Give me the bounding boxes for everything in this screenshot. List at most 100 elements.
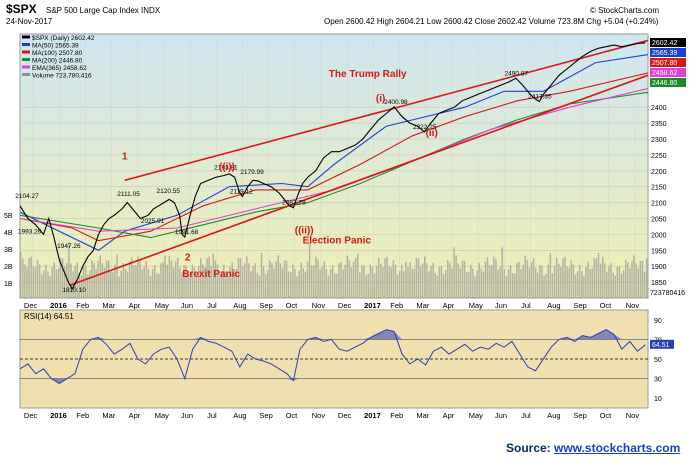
volume-bar <box>480 268 483 298</box>
volume-bar <box>499 267 501 298</box>
price-tags: 2602.42 2565.39 2507.80 2458.62 2446.80 <box>650 38 686 87</box>
volume-bar <box>187 275 189 298</box>
volume-bar <box>459 267 462 298</box>
x-tick-label: Oct <box>600 411 613 420</box>
volume-bar <box>256 272 259 298</box>
volume-bar <box>36 259 39 298</box>
volume-bar <box>84 266 87 298</box>
volume-bar <box>566 266 568 298</box>
legend-entry: MA(200) 2446.80 <box>32 58 83 65</box>
volume-bar <box>411 269 413 298</box>
rsi-tag-label: 64.51 <box>652 342 670 349</box>
x-tick-label: Oct <box>286 411 299 420</box>
volume-bar <box>235 268 238 298</box>
volume-bar <box>507 269 510 298</box>
price-tag-box <box>650 38 686 47</box>
x-tick-label: Feb <box>390 301 403 310</box>
price-tag-label: 2458.62 <box>652 70 677 77</box>
rsi-panel-background <box>19 309 649 409</box>
volume-bar <box>478 262 480 298</box>
source-link[interactable]: www.stockcharts.com <box>554 441 681 455</box>
volume-bar <box>323 261 326 298</box>
volume-bar <box>116 254 118 298</box>
volume-bar <box>267 270 269 298</box>
volume-bar <box>206 258 208 298</box>
x-tick-label: Aug <box>547 411 560 420</box>
volume-bar <box>275 261 277 298</box>
rsi-x-axis: Dec 2016 Feb Mar Apr May Jun Jul Aug Sep Oct Nov Dec… <box>24 411 639 420</box>
volume-bar <box>541 265 543 298</box>
volume-bar <box>405 261 407 298</box>
rsi-y-tick: 10 <box>654 396 662 403</box>
x-tick-label: Oct <box>286 301 299 310</box>
volume-bar <box>310 265 313 298</box>
volume-bar <box>336 273 338 298</box>
volume-bar <box>396 274 399 298</box>
volume-bar <box>327 275 330 298</box>
volume-bar <box>591 268 593 298</box>
volume-bar <box>444 270 447 298</box>
volume-bar <box>354 257 357 298</box>
x-tick-label: Jul <box>207 301 217 310</box>
volume-bar <box>394 264 397 298</box>
volume-bar <box>560 267 562 298</box>
x-tick-label: Oct <box>600 301 613 310</box>
price-value-label: 2083.79 <box>282 200 306 207</box>
volume-bar <box>547 264 550 298</box>
volume-bar <box>367 273 369 298</box>
volume-bar <box>179 267 181 298</box>
volume-bar <box>133 265 135 298</box>
volume-bar <box>518 261 520 298</box>
volume-bar <box>246 256 248 298</box>
volume-bar <box>273 268 275 298</box>
trend-channel-upper <box>124 39 648 182</box>
volume-bar <box>239 258 242 298</box>
volume-bar <box>149 275 152 298</box>
rsi-legend: RSI(14) 64.51 <box>24 312 74 321</box>
volume-bar <box>287 271 290 298</box>
volume-bar <box>216 264 219 298</box>
x-tick-label: 2017 <box>364 411 381 420</box>
volume-bar <box>568 267 570 298</box>
volume-bar <box>545 273 547 298</box>
volume-bar <box>51 267 53 298</box>
x-tick-label: Mar <box>102 411 115 420</box>
volume-bar <box>543 275 545 298</box>
volume-bar <box>348 260 351 298</box>
volume-bar <box>78 272 81 298</box>
price-value-label: 2104.27 <box>15 193 39 200</box>
volume-bar <box>168 255 171 298</box>
price-tag-label: 2565.39 <box>652 50 677 57</box>
annotations: The Trump Rally 1 ((i)) (i) (ii) ((ii))Electi… <box>122 69 438 280</box>
volume-bar <box>183 265 185 298</box>
volume-bar <box>436 275 439 298</box>
x-tick-label: Jun <box>495 411 507 420</box>
price-y-tick: 2150 <box>651 185 667 192</box>
volume-bar <box>392 260 395 298</box>
volume-bar <box>620 273 623 298</box>
volume-bar <box>514 273 516 298</box>
rsi-line <box>20 329 646 385</box>
x-tick-label: Nov <box>312 301 326 310</box>
volume-bar <box>637 268 640 298</box>
x-tick-label: Jun <box>181 301 193 310</box>
x-tick-label: Feb <box>390 411 403 420</box>
price-y-tick: 2200 <box>651 169 667 176</box>
volume-bar <box>254 263 256 298</box>
volume-bar <box>95 268 97 298</box>
volume-bar <box>315 256 317 298</box>
legend-entry: Volume 723,780,416 <box>32 73 92 80</box>
volume-bar <box>645 258 648 298</box>
volume-bar <box>212 253 215 298</box>
volume-bar <box>181 272 183 298</box>
volume-bar <box>484 261 487 298</box>
volume-bar <box>258 275 261 298</box>
volume-bar <box>612 272 614 298</box>
volume-bar <box>576 271 579 298</box>
volume-bar <box>49 276 51 298</box>
volume-bar <box>599 263 602 298</box>
x-tick-label: Jul <box>207 411 217 420</box>
volume-bar <box>570 260 573 298</box>
x-tick-label: Sep <box>259 301 272 310</box>
x-tick-label: Jun <box>495 301 507 310</box>
